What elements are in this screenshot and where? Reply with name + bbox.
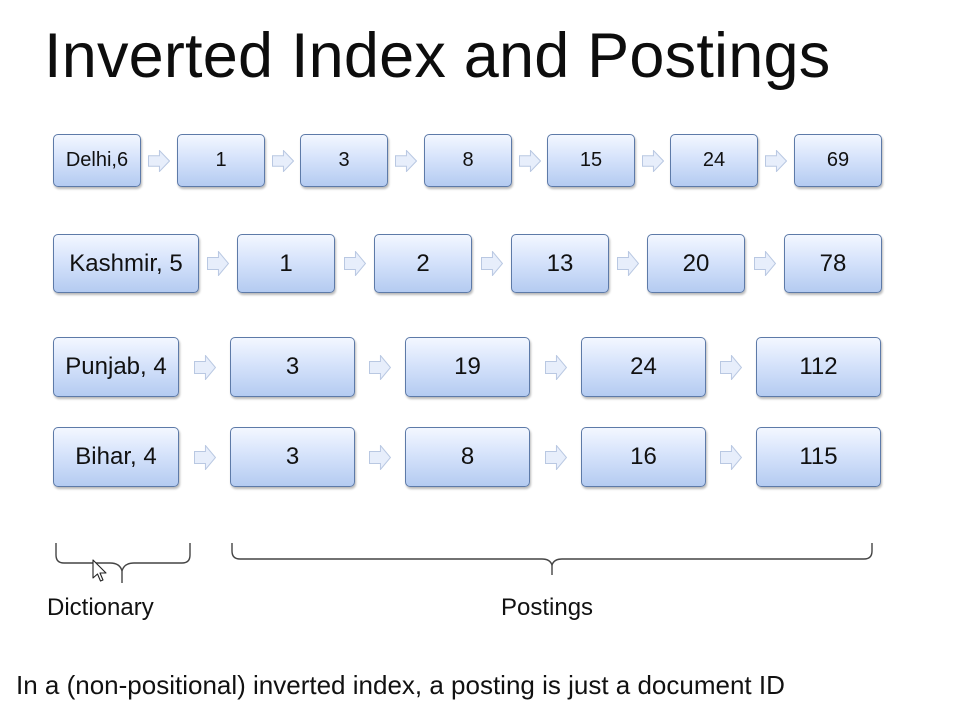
posting-box: 69: [794, 134, 882, 187]
posting-box: 8: [424, 134, 512, 187]
block-arrow-icon: [193, 444, 216, 470]
posting-box: 13: [511, 234, 609, 293]
posting-box-text: 1: [279, 249, 293, 277]
posting-box: 1: [177, 134, 265, 187]
posting-box: 3: [230, 337, 355, 397]
posting-box-text: 20: [682, 249, 710, 277]
posting-box-text: 16: [630, 443, 657, 470]
dictionary-term-box: Bihar, 4: [53, 427, 179, 487]
mouse-cursor-icon: [92, 559, 107, 582]
block-arrow-icon: [369, 444, 391, 470]
dictionary-term-box-text: Delhi,6: [65, 149, 129, 171]
posting-box-text: 8: [462, 149, 474, 171]
dictionary-term-box-text: Bihar, 4: [75, 443, 157, 470]
posting-box-text: 19: [454, 353, 481, 380]
dictionary-brace: [55, 543, 191, 583]
posting-box-text: 1: [215, 149, 227, 171]
posting-box-text: 24: [630, 353, 657, 380]
posting-box-text: 2: [416, 249, 430, 277]
block-arrow-icon: [207, 251, 229, 276]
posting-box: 78: [784, 234, 882, 293]
posting-box-text: 112: [799, 353, 838, 380]
posting-box: 20: [647, 234, 745, 293]
dictionary-term-box-text: Punjab, 4: [65, 353, 167, 380]
posting-box: 24: [670, 134, 758, 187]
posting-box-text: 78: [819, 249, 847, 277]
posting-box: 19: [405, 337, 530, 397]
dictionary-term-box: Kashmir, 5: [53, 234, 199, 293]
dictionary-label: Dictionary: [47, 594, 154, 621]
posting-box: 115: [756, 427, 881, 487]
block-arrow-icon: [544, 354, 567, 380]
block-arrow-icon: [148, 149, 170, 172]
posting-box: 24: [581, 337, 706, 397]
posting-box-text: 3: [285, 443, 300, 470]
posting-box-text: 115: [799, 443, 838, 470]
dictionary-term-box: Delhi,6: [53, 134, 141, 187]
block-arrow-icon: [720, 354, 742, 380]
posting-box-text: 69: [826, 149, 850, 171]
block-arrow-icon: [753, 251, 776, 276]
dictionary-term-box-text: Kashmir, 5: [69, 249, 183, 277]
block-arrow-icon: [765, 149, 787, 172]
block-arrow-icon: [395, 149, 417, 172]
posting-box-text: 15: [579, 149, 603, 171]
posting-box-text: 3: [338, 149, 350, 171]
postings-label: Postings: [501, 594, 594, 621]
block-arrow-icon: [617, 251, 639, 276]
posting-box-text: 24: [702, 149, 726, 171]
posting-box: 8: [405, 427, 530, 487]
block-arrow-icon: [518, 149, 541, 172]
block-arrow-icon: [720, 444, 742, 470]
block-arrow-icon: [369, 354, 391, 380]
block-arrow-icon: [544, 444, 567, 470]
posting-box-text: 13: [546, 249, 574, 277]
posting-box: 112: [756, 337, 881, 397]
postings-brace: [231, 543, 873, 575]
posting-box: 3: [230, 427, 355, 487]
posting-box: 16: [581, 427, 706, 487]
posting-box-text: 3: [285, 353, 300, 380]
caption: In a (non-positional) inverted index, a …: [16, 670, 785, 700]
dictionary-term-box: Punjab, 4: [53, 337, 179, 397]
block-arrow-icon: [480, 251, 503, 276]
block-arrow-icon: [193, 354, 216, 380]
posting-box: 15: [547, 134, 635, 187]
block-arrow-icon: [271, 149, 294, 172]
slide-title: Inverted Index and Postings: [44, 21, 831, 91]
block-arrow-icon: [343, 251, 366, 276]
posting-box: 2: [374, 234, 472, 293]
block-arrow-icon: [641, 149, 664, 172]
posting-box: 3: [300, 134, 388, 187]
posting-box: 1: [237, 234, 335, 293]
posting-box-text: 8: [460, 443, 475, 470]
